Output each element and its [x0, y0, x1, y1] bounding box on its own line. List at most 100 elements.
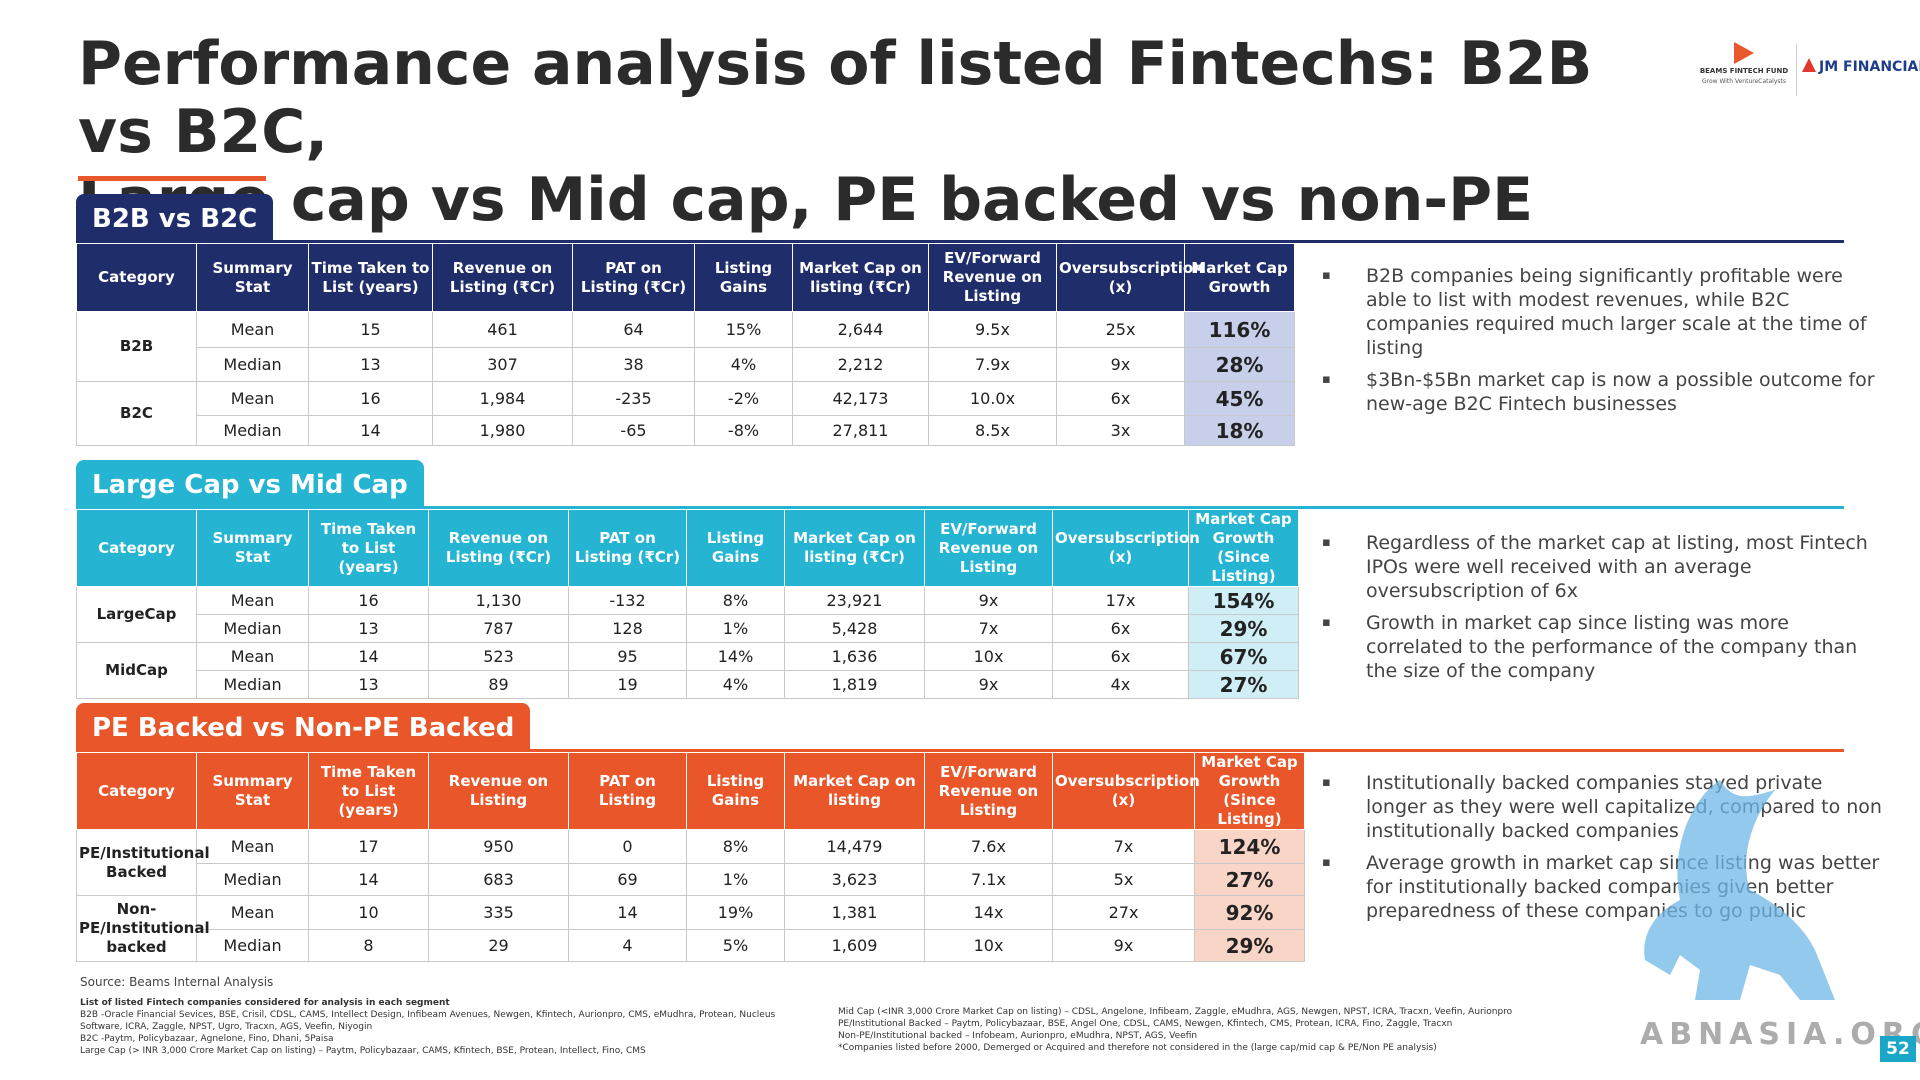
growth-cell: 28% [1184, 347, 1295, 382]
value-cell: 787 [428, 614, 569, 643]
column-header: Summary Stat [196, 243, 309, 312]
value-cell: 13 [308, 347, 433, 382]
footnote-line: Mid Cap (<INR 3,000 Crore Market Cap on … [838, 1007, 1513, 1017]
column-header: Revenue on Listing [428, 752, 569, 830]
column-header: Category [76, 752, 197, 830]
value-cell: 13 [308, 614, 429, 643]
category-cell: PE/Institutional Backed [76, 829, 210, 896]
jm-logo-text: JM FINANCIAL [1819, 59, 1920, 75]
value-cell: 27x [1052, 895, 1195, 930]
column-header: Market Cap Growth [1184, 243, 1295, 312]
section-tab-pe-nonpe: PE Backed vs Non-PE Backed [76, 703, 531, 751]
value-cell: -235 [572, 381, 695, 416]
value-cell: 128 [568, 614, 687, 643]
value-cell: 307 [432, 347, 573, 382]
value-cell: 25x [1056, 311, 1185, 348]
value-cell: 15% [694, 311, 793, 348]
summary-stat-cell: Median [196, 415, 309, 446]
value-cell: 14 [308, 415, 433, 446]
column-header: PAT on Listing (₹Cr) [572, 243, 695, 312]
table-row: MidCap Mean 14 523 95 14% 1,636 10x 6x 67% [76, 642, 1299, 699]
value-cell: 2,212 [792, 347, 929, 382]
category-cell: B2C [76, 381, 197, 446]
value-cell: 7x [924, 614, 1053, 643]
growth-cell: 154% [1188, 586, 1299, 615]
bullet-point: $3Bn-$5Bn market cap is now a possible o… [1322, 368, 1882, 416]
growth-cell: 27% [1194, 863, 1305, 896]
column-header: Category [76, 509, 197, 587]
summary-stat-cell: Mean [196, 895, 309, 930]
value-cell: 4 [568, 929, 687, 962]
column-header: Market Cap on listing (₹Cr) [792, 243, 929, 312]
column-header: Summary Stat [196, 752, 309, 830]
value-cell: 3,623 [784, 863, 925, 896]
value-cell: 27,811 [792, 415, 929, 446]
table-large-mid: Category Summary Stat Time Taken to List (… [76, 509, 1299, 699]
column-header: Time Taken to List (years) [308, 752, 429, 830]
growth-cell: 124% [1194, 829, 1305, 864]
footnote-line: *Companies listed before 2000, Demerged … [838, 1043, 1437, 1053]
value-cell: 17x [1052, 586, 1189, 615]
category-cell: MidCap [76, 642, 197, 699]
bullet-point: Growth in market cap since listing was m… [1322, 611, 1882, 683]
footnote-heading: List of listed Fintech companies conside… [80, 998, 450, 1008]
value-cell: 14 [308, 863, 429, 896]
table-row: Median 8 29 4 5% 1,609 10x 9x 29% [77, 929, 1305, 962]
table-row: B2B Mean 15 461 64 15% 2,644 9.5x 25x 116% [76, 311, 1295, 382]
footnote-line: Software, ICRA, Zaggle, NPST, Ugro, Trac… [80, 1022, 373, 1032]
column-header: Market Cap Growth (Since Listing) [1194, 752, 1305, 830]
value-cell: 6x [1052, 614, 1189, 643]
value-cell: 14% [686, 642, 785, 671]
value-cell: 8.5x [928, 415, 1057, 446]
growth-cell: 29% [1188, 614, 1299, 643]
value-cell: 523 [428, 642, 569, 671]
value-cell: 8 [308, 929, 429, 962]
value-cell: 1,980 [432, 415, 573, 446]
summary-stat-cell: Median [196, 863, 309, 896]
table-row: Median 13 89 19 4% 1,819 9x 4x 27% [77, 670, 1299, 699]
summary-stat-cell: Mean [196, 586, 309, 615]
value-cell: 14 [568, 895, 687, 930]
column-header: Market Cap on listing (₹Cr) [784, 509, 925, 587]
value-cell: 335 [428, 895, 569, 930]
section-divider-pe-nonpe [76, 749, 1844, 752]
bullets-large-mid: Regardless of the market cap at listing,… [1322, 531, 1882, 691]
value-cell: 7.9x [928, 347, 1057, 382]
growth-cell: 29% [1194, 929, 1305, 962]
value-cell: 5% [686, 929, 785, 962]
column-header: PAT on Listing (₹Cr) [568, 509, 687, 587]
table-row: Median 13 787 128 1% 5,428 7x 6x 29% [77, 614, 1299, 643]
value-cell: 10x [924, 642, 1053, 671]
value-cell: 1,984 [432, 381, 573, 416]
value-cell: 7x [1052, 829, 1195, 864]
table-row: LargeCap Mean 16 1,130 -132 8% 23,921 9x 17x 154% [76, 586, 1299, 643]
column-header: Market Cap on listing [784, 752, 925, 830]
value-cell: 69 [568, 863, 687, 896]
value-cell: 10 [308, 895, 429, 930]
value-cell: -65 [572, 415, 695, 446]
beams-logo: BEAMS FINTECH FUND Grow With VentureCata… [1698, 40, 1790, 96]
category-cell: Non-PE/Institutional backed [76, 895, 210, 962]
table-pe-nonpe: Category Summary Stat Time Taken to List (… [76, 752, 1305, 962]
column-header: Summary Stat [196, 509, 309, 587]
table-row: Median 14 1,980 -65 -8% 27,811 8.5x 3x 18% [77, 415, 1295, 446]
section-tab-b2b-b2c: B2B vs B2C [76, 194, 274, 242]
column-header: Revenue on Listing (₹Cr) [432, 243, 573, 312]
value-cell: 10.0x [928, 381, 1057, 416]
value-cell: 42,173 [792, 381, 929, 416]
column-header: Time Taken to List (years) [308, 243, 433, 312]
value-cell: 2,644 [792, 311, 929, 348]
title-line-1: Performance analysis of listed Fintechs:… [78, 29, 1593, 167]
value-cell: 9x [924, 670, 1053, 699]
value-cell: 6x [1056, 381, 1185, 416]
summary-stat-cell: Median [196, 614, 309, 643]
table-row: Median 14 683 69 1% 3,623 7.1x 5x 27% [77, 863, 1305, 896]
source-note: Source: Beams Internal Analysis [80, 975, 274, 989]
beams-logo-name: BEAMS FINTECH FUND [1699, 67, 1789, 75]
growth-cell: 45% [1184, 381, 1295, 416]
column-header: Oversubscription (x) [1052, 509, 1200, 587]
value-cell: 4x [1052, 670, 1189, 699]
value-cell: 461 [432, 311, 573, 348]
footnote-line: Non-PE/Institutional backed – Infobeam, … [838, 1031, 1198, 1041]
value-cell: -2% [694, 381, 793, 416]
